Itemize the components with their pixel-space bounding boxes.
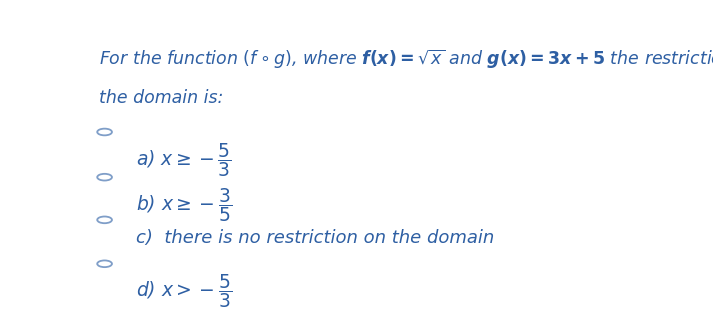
Text: c)  there is no restriction on the domain: c) there is no restriction on the domain [136,229,494,247]
Text: For the function $(f \circ g)$, where $\boldsymbol{f(x) = \sqrt{x}}$ and $\bolds: For the function $(f \circ g)$, where $\… [99,48,713,71]
Text: b) $x \geq -\dfrac{3}{5}$: b) $x \geq -\dfrac{3}{5}$ [136,186,232,224]
Text: d) $x > -\dfrac{5}{3}$: d) $x > -\dfrac{5}{3}$ [136,273,232,310]
Text: the domain is:: the domain is: [99,89,223,107]
Text: a) $x \geq -\dfrac{5}{3}$: a) $x \geq -\dfrac{5}{3}$ [136,141,232,179]
